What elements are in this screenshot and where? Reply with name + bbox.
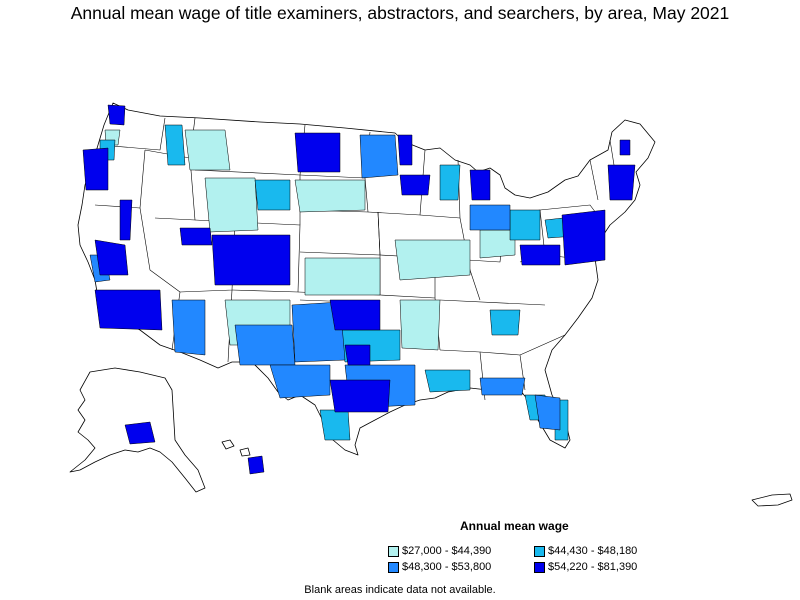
- footnote: Blank areas indicate data not available.: [304, 584, 496, 596]
- map-title: Annual mean wage of title examiners, abs…: [70, 3, 730, 23]
- legend-swatch-tier-3: [388, 561, 399, 573]
- legend-swatch-tier-1: [388, 545, 399, 557]
- hawaii-maui: [239, 447, 251, 457]
- tier-4-regions: [82, 104, 636, 475]
- legend-item-tier-1: $27,000 - $44,390: [388, 545, 491, 557]
- legend-swatch-tier-4: [534, 561, 545, 573]
- legend-item-tier-3: $48,300 - $53,800: [388, 561, 491, 573]
- hawaii-oahu: [221, 439, 235, 450]
- legend-label-tier-4: $54,220 - $81,390: [548, 561, 638, 573]
- legend-label-tier-3: $48,300 - $53,800: [402, 561, 492, 573]
- legend-item-tier-4: $54,220 - $81,390: [534, 561, 637, 573]
- puerto-rico: [751, 493, 793, 507]
- legend-label-tier-1: $27,000 - $44,390: [402, 545, 492, 557]
- legend-label-tier-2: $44,430 - $48,180: [548, 545, 638, 557]
- legend-item-tier-2: $44,430 - $48,180: [534, 545, 637, 557]
- legend-title: Annual mean wage: [460, 519, 569, 533]
- wage-regions: [82, 104, 636, 475]
- legend-swatch-tier-2: [534, 545, 545, 557]
